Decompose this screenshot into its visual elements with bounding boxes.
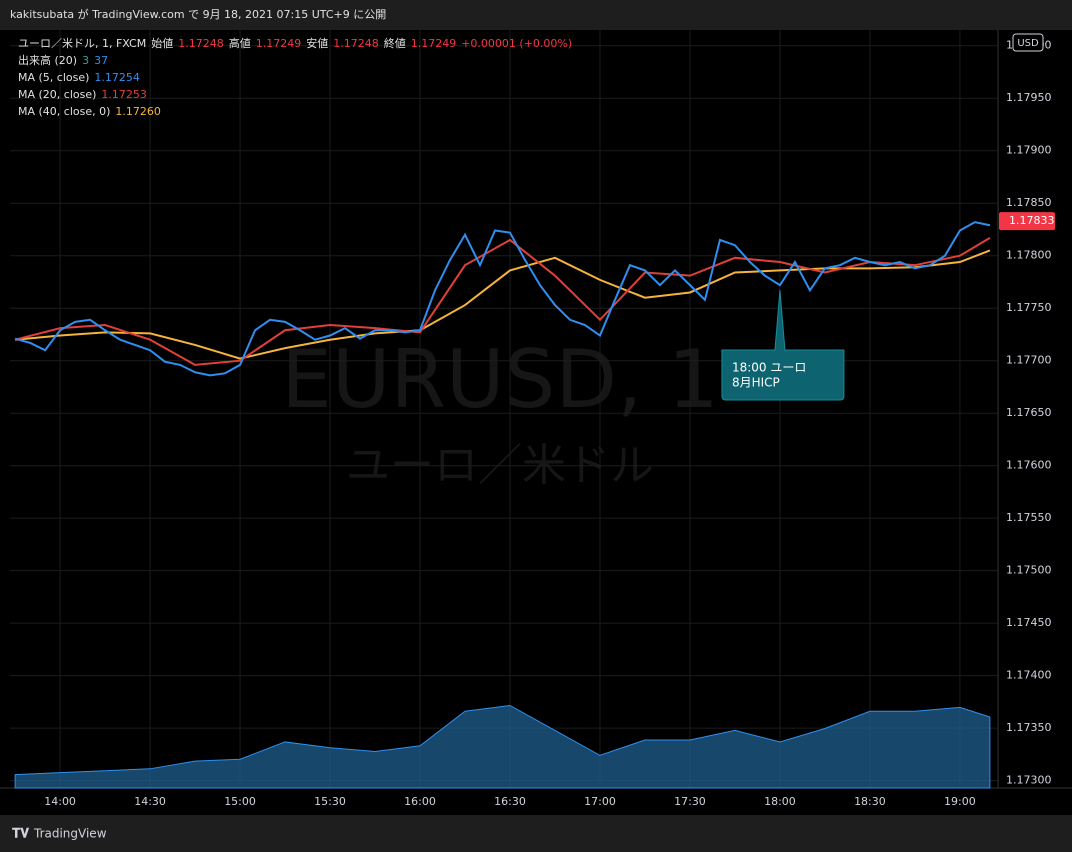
x-tick-label: 17:00 (584, 795, 616, 808)
legend-text: 1.17249 (256, 37, 302, 50)
last-price-label: 1.17833 (1009, 214, 1055, 227)
x-tick-label: 16:00 (404, 795, 436, 808)
publish-info: kakitsubata が TradingView.com で 9月 18, 2… (10, 7, 386, 21)
y-tick-label: 1.17800 (1006, 249, 1052, 262)
x-tick-label: 16:30 (494, 795, 526, 808)
legend-text: 1.17248 (178, 37, 224, 50)
top-bar (0, 0, 1072, 30)
logo-mark: 𝐓𝐕 (12, 827, 29, 842)
legend-text: MA (40, close, 0) (18, 105, 110, 118)
legend-text: ユーロ／米ドル, 1, FXCM (18, 37, 146, 50)
x-tick-label: 18:30 (854, 795, 886, 808)
legend-text: 1.17249 (411, 37, 457, 50)
y-tick-label: 1.17850 (1006, 196, 1052, 209)
y-tick-label: 1.17350 (1006, 721, 1052, 734)
legend-text: MA (20, close) (18, 88, 96, 101)
legend-text: +0.00001 (+0.00%) (461, 37, 572, 50)
legend-text: 始値 (151, 36, 173, 50)
volume-ma-area (14, 704, 991, 789)
annotation-box (721, 289, 845, 401)
legend-text: 1.17254 (94, 71, 140, 84)
legend-text: 高値 (229, 36, 251, 50)
x-tick-label: 17:30 (674, 795, 706, 808)
watermark: EURUSD, 1 (281, 333, 718, 426)
annotation-text: 18:00 ユーロ (732, 361, 806, 375)
legend-text: 1.17260 (115, 105, 161, 118)
legend-text: MA (5, close) (18, 71, 89, 84)
annotation-text: 8月HICP (732, 376, 780, 390)
x-tick-label: 15:00 (224, 795, 256, 808)
legend-text: 37 (94, 54, 108, 67)
series-line (14, 237, 991, 366)
legend-text: 安値 (306, 36, 328, 50)
y-tick-label: 1.17400 (1006, 669, 1052, 682)
legend-text: 終値 (384, 36, 406, 50)
y-tick-label: 1.17550 (1006, 511, 1052, 524)
y-tick-label: 1.17650 (1006, 406, 1052, 419)
x-tick-label: 19:00 (944, 795, 976, 808)
legend-text: 出来高 (20) (18, 53, 77, 67)
y-tick-label: 1.17300 (1006, 774, 1052, 787)
x-tick-label: 18:00 (764, 795, 796, 808)
currency-badge[interactable] (1012, 33, 1044, 52)
y-tick-label: 1.17450 (1006, 616, 1052, 629)
plot: 1.17300 1.17350 1.17400 1.17450 1.17500 1.175… (10, 30, 1052, 808)
legend-text: 3 (82, 54, 89, 67)
y-tick-label: 1.17600 (1006, 459, 1052, 472)
y-tick-label: 1.17950 (1006, 91, 1052, 104)
x-tick-label: 14:30 (134, 795, 166, 808)
chart-area (0, 30, 1072, 815)
legend-text: 1.17253 (101, 88, 147, 101)
y-tick-label: 1.17500 (1006, 564, 1052, 577)
y-tick-label: 1.17700 (1006, 354, 1052, 367)
last-price-badge (999, 212, 1055, 231)
bottom-bar (0, 815, 1072, 852)
series-line (14, 221, 991, 377)
currency: USD (1017, 38, 1039, 49)
legend-text: 1.17248 (333, 37, 379, 50)
y-tick-label: 1.17900 (1006, 144, 1052, 157)
footer-logo: TradingView (33, 827, 107, 841)
x-tick-label: 14:00 (44, 795, 76, 808)
y-tick-label: 1.17750 (1006, 301, 1052, 314)
x-tick-label: 15:30 (314, 795, 346, 808)
